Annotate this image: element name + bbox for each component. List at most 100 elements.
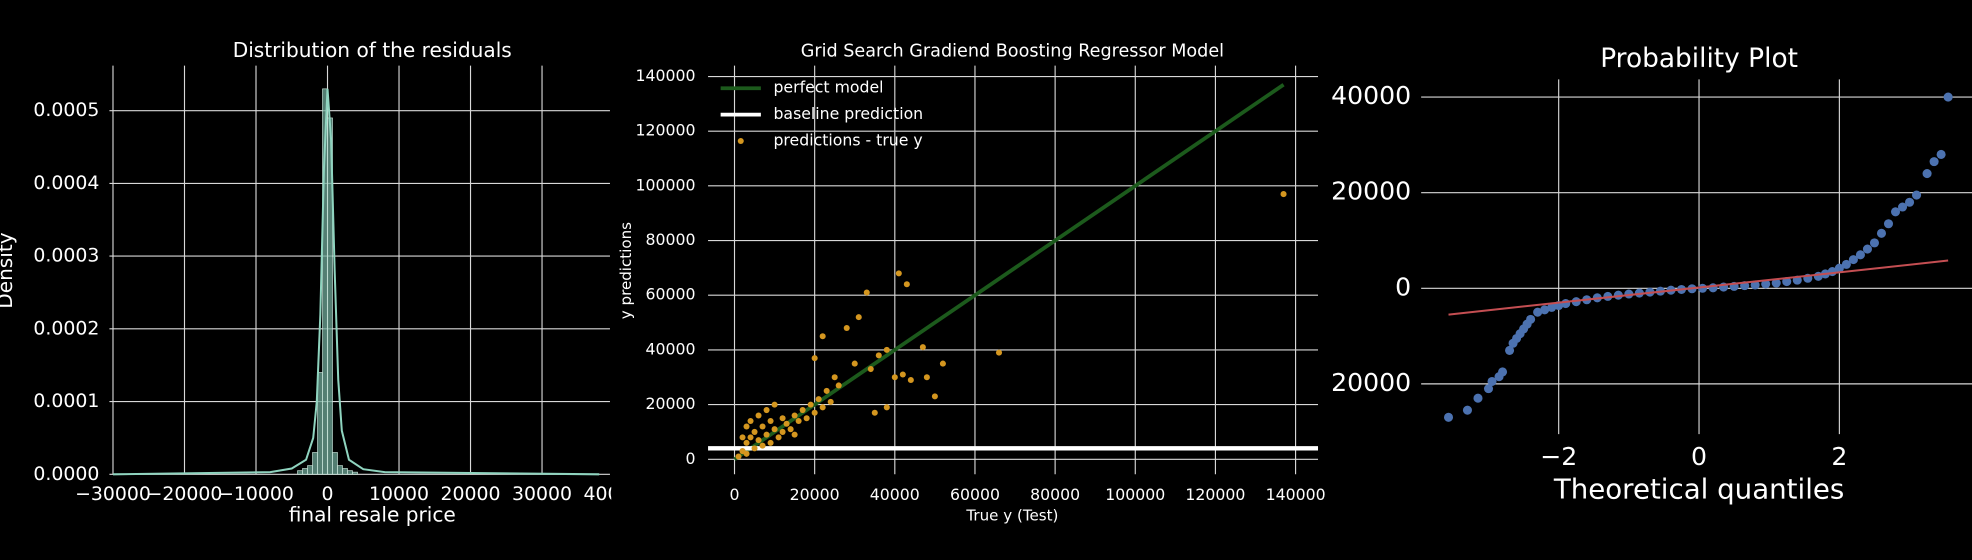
bar [297, 470, 303, 475]
point [1498, 367, 1508, 377]
bar [342, 468, 348, 475]
point [779, 415, 786, 422]
point [763, 431, 770, 438]
point [763, 407, 770, 414]
x-tick-label: 2 [1831, 442, 1847, 471]
point [907, 376, 914, 384]
point [1782, 277, 1792, 287]
point [831, 374, 838, 381]
x-tick-label: 20000 [790, 485, 840, 504]
point [1883, 219, 1894, 229]
point [875, 352, 882, 359]
x-tick-label: 0 [1691, 442, 1707, 471]
y-tick-label: 0.0000 [33, 463, 99, 485]
point [1771, 278, 1781, 288]
point [791, 431, 798, 438]
x-tick-label: 120000 [1185, 485, 1245, 504]
x-tick-label: 30000 [512, 483, 572, 505]
point [931, 393, 938, 400]
bar [352, 471, 358, 475]
x-tick-label: 140000 [1266, 485, 1326, 504]
y-tick-label: 40000 [1331, 81, 1411, 110]
point [851, 360, 858, 367]
point [751, 445, 758, 452]
x-tick-label: 10000 [369, 483, 429, 505]
point [803, 415, 810, 422]
point [759, 423, 766, 430]
point [755, 412, 762, 419]
chart-title: Probability Plot [1600, 43, 1798, 74]
point [939, 360, 946, 367]
y-tick-label: 120000 [635, 121, 695, 140]
point [919, 344, 926, 351]
x-tick-label: 20000 [441, 483, 501, 505]
point [835, 382, 842, 389]
point [891, 374, 898, 381]
point [755, 437, 762, 444]
y-tick-label: 0.0001 [33, 390, 99, 412]
bar [302, 468, 308, 475]
point [779, 428, 786, 435]
point [795, 417, 802, 425]
bar [307, 465, 313, 475]
point [783, 420, 790, 427]
point [1855, 250, 1865, 260]
x-tick-label: −10000 [218, 483, 294, 505]
point [1922, 169, 1932, 179]
histogram-panel: Distribution of the residuals final resa… [0, 38, 611, 526]
point [883, 404, 890, 411]
point [1462, 405, 1472, 415]
point [799, 407, 806, 414]
point [735, 453, 742, 460]
y-tick-label: 0 [685, 449, 695, 468]
x-tick-label: 0 [322, 483, 334, 505]
point [1890, 207, 1901, 217]
point [819, 404, 826, 411]
point [995, 349, 1003, 356]
point [743, 450, 750, 457]
bar [347, 470, 353, 475]
point [771, 401, 778, 408]
point [1561, 299, 1571, 309]
point [1869, 238, 1879, 248]
y-tick-label: 20000 [645, 394, 695, 413]
x-tick-label: 0 [730, 485, 740, 504]
point [1841, 259, 1851, 269]
point [823, 387, 830, 394]
y-axis-label: Density [0, 232, 17, 309]
point [827, 398, 834, 405]
y-tick-label: 100000 [635, 175, 695, 194]
point [743, 439, 750, 446]
point [751, 428, 758, 435]
bar [332, 452, 338, 475]
x-tick-label: 80000 [1030, 485, 1080, 504]
point [895, 270, 902, 277]
point [771, 426, 778, 433]
chart-title: Grid Search Gradiend Boosting Regressor … [801, 42, 1224, 62]
point [1929, 157, 1939, 167]
point [1505, 345, 1515, 355]
x-axis-label: final resale price [289, 502, 456, 526]
point [863, 289, 870, 296]
point [807, 401, 814, 408]
point [739, 434, 746, 441]
legend-label: predictions - true y [773, 131, 922, 150]
point [1473, 393, 1483, 403]
point [1280, 191, 1287, 198]
point [767, 439, 774, 446]
fit-line [1448, 259, 1949, 316]
point [855, 314, 862, 321]
y-tick-label: 0 [1395, 272, 1411, 301]
point [923, 374, 930, 381]
point [1912, 190, 1922, 200]
point [871, 409, 878, 416]
point [1936, 149, 1946, 159]
point [1876, 228, 1887, 238]
x-tick-label: −30000 [75, 483, 151, 505]
point [767, 417, 774, 425]
y-tick-label: 20000 [1331, 177, 1411, 206]
y-tick-label: 0.0004 [33, 172, 99, 194]
point [791, 412, 798, 419]
point [899, 371, 906, 378]
y-tick-label: 80000 [645, 230, 695, 249]
